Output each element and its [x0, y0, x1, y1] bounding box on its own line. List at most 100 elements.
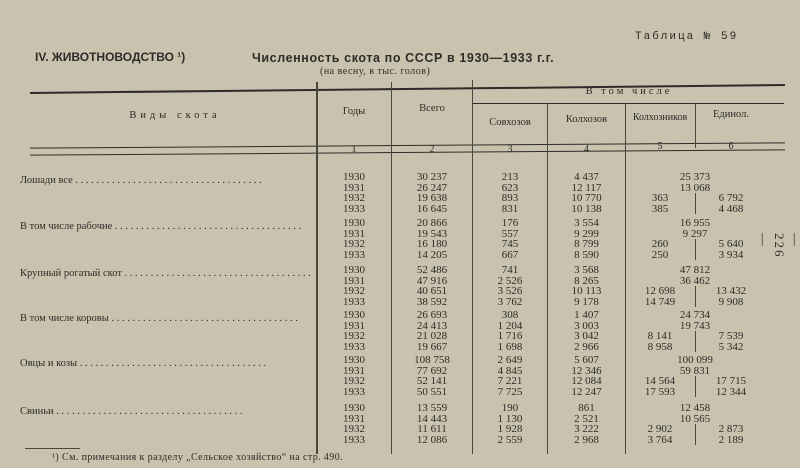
kolkhoznik-individual-combined-cell: 19 743: [679, 319, 711, 332]
kolkhoz-cell: 3 003: [574, 319, 599, 332]
column-number: 1: [351, 144, 357, 155]
sovkhoz-cell: 893: [501, 192, 519, 204]
header-kind: Виды скота: [129, 110, 221, 121]
row-label-text: В том числе коровы: [20, 313, 109, 324]
total-cell: 16 645: [416, 202, 448, 215]
total-cell: 52 141: [416, 375, 448, 387]
kolkhoznik-individual-combined-cell: 13 068: [679, 181, 711, 194]
kolkhoz-cell: 2 968: [574, 433, 599, 446]
split-divider: [695, 331, 696, 352]
column-divider: [547, 103, 548, 454]
table-number: Таблица № 59: [635, 31, 739, 43]
sovkhoz-cell: 7 725: [497, 385, 523, 398]
year-cell: 1931: [343, 274, 365, 287]
total-cell: 26 247: [416, 181, 448, 194]
total-cell: 50 551: [416, 385, 448, 398]
kolkhoznik-cell: 363: [651, 192, 669, 204]
year-cell: 1932: [343, 330, 365, 342]
column-divider: [695, 103, 696, 148]
header-kolkhoz: Колхозов: [565, 114, 608, 125]
leader-dots: . . . . . . . . . . . . . . . . . . . . …: [121, 268, 311, 279]
split-divider: [695, 376, 696, 397]
row-label-text: Лошади все: [20, 175, 73, 186]
year-cell: 1930: [343, 354, 365, 366]
kolkhoz-cell: 10 138: [571, 202, 602, 215]
kolkhoz-cell: 9 178: [574, 295, 599, 308]
total-cell: 21 028: [416, 330, 448, 342]
year-cell: 1932: [343, 375, 365, 387]
individual-cell: 17 715: [715, 375, 747, 387]
row-label: В том числе рабочие . . . . . . . . . . …: [20, 221, 315, 232]
kolkhoz-cell: 8 590: [574, 248, 599, 261]
year-cell: 1931: [343, 364, 365, 377]
column-number: 4: [584, 144, 589, 155]
row-label: Свиньи . . . . . . . . . . . . . . . . .…: [20, 406, 315, 417]
row-label: Лошади все . . . . . . . . . . . . . . .…: [20, 175, 315, 186]
kolkhoznik-individual-combined-cell: 47 812: [679, 264, 711, 276]
total-cell: 13 559: [416, 402, 448, 414]
kolkhoznik-cell: 2 902: [647, 423, 673, 435]
sovkhoz-cell: 831: [501, 202, 519, 215]
header-individual: Единол.: [713, 109, 749, 120]
kolkhoznik-cell: 3 764: [647, 433, 673, 446]
kolkhoznik-cell: 12 698: [644, 285, 676, 297]
total-cell: 19 638: [416, 192, 448, 204]
kolkhoz-cell: 10 113: [571, 285, 602, 297]
kolkhoz-cell: 861: [578, 402, 595, 414]
kolkhoz-cell: 9 299: [574, 227, 599, 240]
kolkhoz-cell: 3 554: [574, 217, 599, 229]
header-total: Всего: [419, 103, 445, 114]
kolkhoz-cell: 5 607: [574, 354, 599, 366]
year-cell: 1933: [343, 340, 365, 353]
individual-cell: 2 189: [718, 433, 744, 446]
kolkhoz-cell: 2 521: [574, 412, 599, 425]
individual-cell: 9 908: [718, 295, 744, 308]
total-cell: 11 611: [417, 423, 447, 435]
year-cell: 1933: [343, 295, 365, 308]
leader-dots: . . . . . . . . . . . . . . . . . . . . …: [112, 221, 302, 232]
kolkhoz-cell: 8 799: [574, 238, 599, 250]
sovkhoz-cell: 745: [501, 238, 519, 250]
total-cell: 38 592: [416, 295, 448, 308]
header-sovkhoz: Совхозов: [489, 117, 531, 128]
sovkhoz-cell: 2 649: [497, 354, 523, 366]
column-number: 5: [657, 141, 663, 152]
column-divider: [472, 80, 473, 454]
total-cell: 40 651: [416, 285, 448, 297]
kolkhoz-cell: 12 084: [571, 375, 602, 387]
kolkhoznik-cell: 385: [651, 202, 669, 215]
year-cell: 1930: [343, 171, 365, 183]
year-cell: 1930: [343, 309, 365, 321]
header-including: В том числе: [585, 86, 673, 97]
year-cell: 1931: [343, 319, 365, 332]
total-cell: 47 916: [416, 274, 448, 287]
year-cell: 1932: [343, 238, 365, 250]
individual-cell: 5 342: [718, 340, 744, 353]
sovkhoz-cell: 667: [501, 248, 519, 261]
kolkhoznik-individual-combined-cell: 10 565: [679, 412, 711, 425]
section-title: IV. ЖИВОТНОВОДСТВО ¹): [35, 50, 186, 64]
sovkhoz-cell: 1 716: [497, 330, 523, 342]
total-cell: 30 237: [416, 171, 448, 183]
kolkhoz-cell: 4 437: [574, 171, 599, 183]
total-cell: 16 180: [416, 238, 448, 250]
column-number: 2: [429, 144, 435, 155]
sovkhoz-cell: 3 762: [497, 295, 523, 308]
kolkhoznik-cell: 250: [651, 248, 669, 261]
total-cell: 77 692: [416, 364, 448, 377]
sovkhoz-cell: 4 845: [497, 364, 523, 377]
kolkhoz-cell: 12 247: [571, 385, 602, 398]
row-label: Овцы и козы . . . . . . . . . . . . . . …: [20, 358, 315, 369]
column-number: 3: [507, 144, 513, 155]
sovkhoz-cell: 3 526: [497, 285, 523, 297]
split-divider: [695, 239, 696, 260]
subheader-rule: [472, 103, 784, 104]
row-label-text: Овцы и козы: [20, 358, 78, 369]
leader-dots: . . . . . . . . . . . . . . . . . . . . …: [72, 175, 262, 186]
year-cell: 1933: [343, 202, 365, 215]
sovkhoz-cell: 176: [501, 217, 519, 229]
row-label: В том числе коровы . . . . . . . . . . .…: [20, 313, 315, 324]
year-cell: 1932: [343, 285, 365, 297]
kolkhoz-cell: 10 770: [571, 192, 602, 204]
year-cell: 1931: [343, 227, 365, 240]
